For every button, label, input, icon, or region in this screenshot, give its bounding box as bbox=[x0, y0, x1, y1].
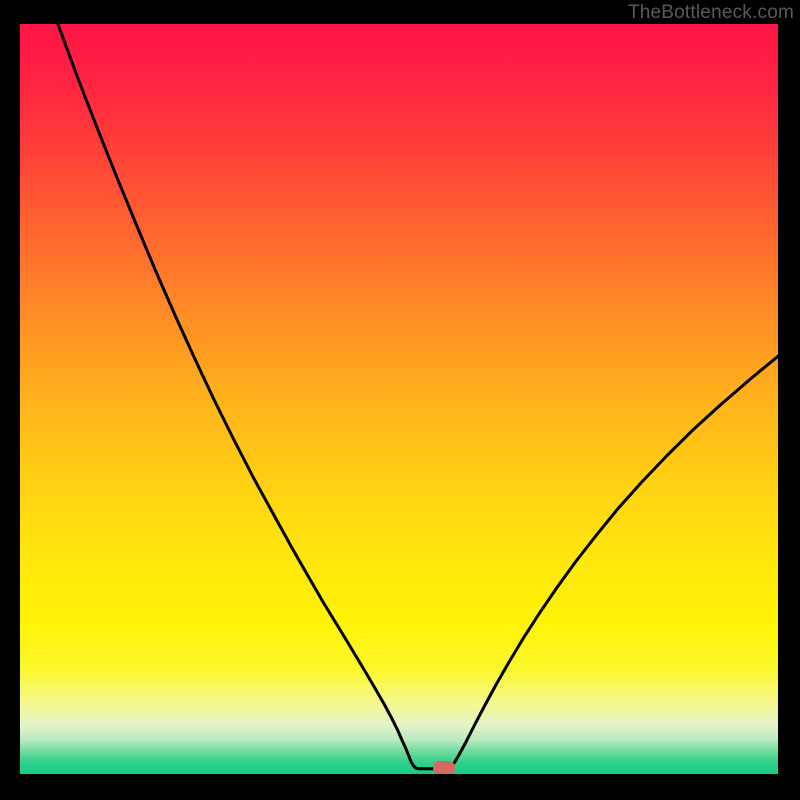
bottleneck-curve bbox=[20, 24, 778, 774]
watermark-text: TheBottleneck.com bbox=[628, 2, 794, 24]
curve-path bbox=[58, 24, 778, 769]
optimum-marker bbox=[433, 761, 455, 774]
chart-plot-area bbox=[20, 24, 778, 774]
